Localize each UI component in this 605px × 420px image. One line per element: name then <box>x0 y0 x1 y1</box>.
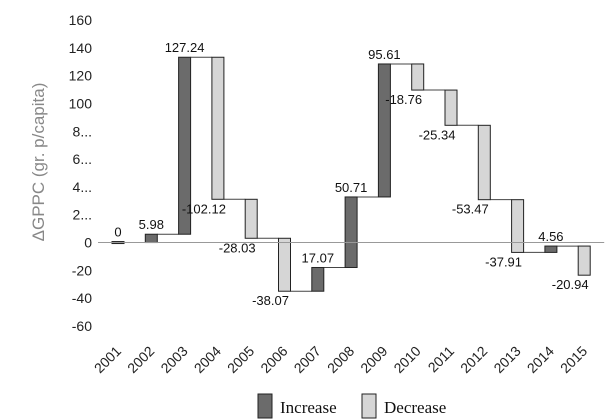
data-label: -37.91 <box>485 254 522 269</box>
data-label: -38.07 <box>252 293 289 308</box>
y-tick-label: 6... <box>73 151 92 167</box>
legend: Increase Decrease <box>257 393 446 419</box>
data-label: -53.47 <box>452 202 489 217</box>
y-tick-label: -40 <box>72 290 92 306</box>
x-tick-label: 2010 <box>390 343 423 376</box>
x-tick-label: 2009 <box>357 343 390 376</box>
data-label: -102.12 <box>182 201 226 216</box>
y-tick-label: -20 <box>72 262 92 278</box>
y-tick-label: 8... <box>73 123 92 139</box>
data-label: 0 <box>114 225 121 240</box>
y-tick-label: 100 <box>69 95 93 111</box>
data-label: -20.94 <box>552 277 589 292</box>
legend-swatch <box>361 393 377 419</box>
y-tick-label: 0 <box>84 235 92 251</box>
decrease-bar <box>244 198 258 239</box>
x-tick-label: 2012 <box>457 343 490 376</box>
x-tick-label: 2014 <box>524 343 557 376</box>
x-tick-label: 2003 <box>157 343 190 376</box>
y-tick-label: 120 <box>69 68 93 84</box>
decrease-bar <box>577 245 591 276</box>
x-tick-label: 2015 <box>557 343 590 376</box>
y-tick-label: 2... <box>73 207 92 223</box>
data-label: 50.71 <box>335 180 368 195</box>
x-tick-label: 2008 <box>324 343 357 376</box>
y-axis-label: ΔGPPC (gr. p/capita) <box>29 83 48 242</box>
y-tick-label: 140 <box>69 40 93 56</box>
decrease-bar <box>511 199 525 253</box>
x-tick-label: 2011 <box>425 343 458 376</box>
data-label: -18.76 <box>385 92 422 107</box>
decrease-bar <box>211 56 225 200</box>
increase-bar <box>377 63 391 198</box>
data-label: -28.03 <box>219 240 256 255</box>
increase-bar <box>544 245 558 253</box>
decrease-bar <box>477 124 491 201</box>
increase-bar <box>144 233 158 244</box>
y-axis-ticks: 160 140 120 100 8... 6... 4... 2... 0 -20 -40 -60 <box>69 12 93 334</box>
x-tick-label: 2002 <box>124 343 157 376</box>
data-label: 127.24 <box>165 40 205 55</box>
x-tick-label: 2005 <box>224 343 257 376</box>
data-labels: 0 5.98 127.24 -102.12 -28.03 -38.07 17.07 50.71… <box>114 40 588 308</box>
x-tick-label: 2013 <box>490 343 523 376</box>
bars <box>111 56 591 292</box>
legend-swatch <box>257 393 273 419</box>
x-tick-label: 2004 <box>191 343 224 376</box>
decrease-bar <box>278 237 291 292</box>
decrease-bar <box>444 89 458 126</box>
legend-label: Decrease <box>384 398 446 417</box>
connector-lines <box>124 56 579 292</box>
x-axis-ticks: 2001 2002 2003 2004 2005 2006 2007 2008 2009 2010… <box>91 343 591 376</box>
data-label: 95.61 <box>368 47 401 62</box>
y-tick-label: -60 <box>72 318 92 334</box>
y-tick-label: 160 <box>69 12 93 28</box>
data-label: -25.34 <box>419 127 456 142</box>
y-tick-label: 4... <box>73 179 92 195</box>
increase-bar <box>344 196 358 268</box>
decrease-bar <box>411 63 425 91</box>
data-label: 4.56 <box>538 229 563 244</box>
x-tick-label: 2006 <box>257 343 290 376</box>
increase-bar <box>178 56 192 235</box>
increase-bar <box>311 266 325 292</box>
x-tick-label: 2001 <box>91 343 124 376</box>
legend-label: Increase <box>280 398 337 417</box>
data-label: 5.98 <box>139 217 164 232</box>
data-label: 17.07 <box>302 250 335 265</box>
x-tick-label: 2007 <box>291 343 324 376</box>
